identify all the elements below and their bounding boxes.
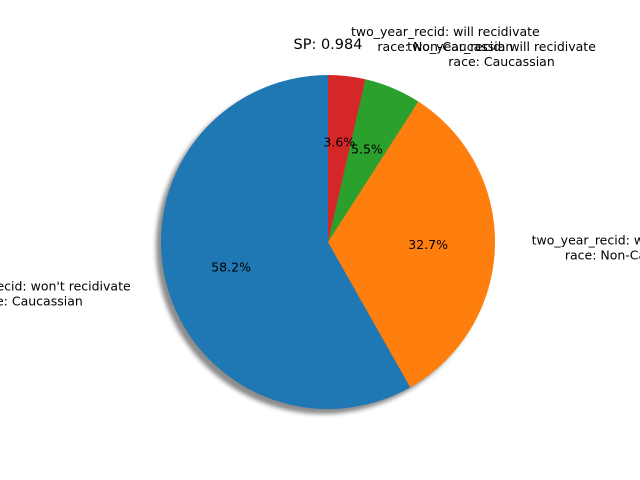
pie-percent-label-4: 3.6% (323, 134, 355, 149)
pie-slice-label-4: two_year_recid: will recidivate race: Non… (351, 24, 540, 54)
pie-slice-1 (161, 75, 411, 409)
pie-slice-2 (328, 101, 495, 388)
chart-title: SP: 0.984 (294, 37, 363, 53)
pie-slice-label-line: two_year_recid: won't recidivate (532, 232, 640, 247)
pie-percent-label-2: 32.7% (408, 237, 448, 252)
pie-slice-label-line: race: Non-Caucassian (377, 39, 513, 54)
pie-slice-4 (328, 75, 366, 242)
pie-slice-label-line: two_year_recid: will recidivate (407, 39, 596, 54)
pie-slice-label-line: race: Caucassian (448, 54, 554, 69)
pie-percent-label-3: 5.5% (351, 142, 383, 157)
pie-slice-label-line: race: Caucassian (0, 293, 83, 308)
pie-percent-labels: 58.2% 32.7% 5.5%3.6% (211, 134, 448, 274)
pie-slice-label-line: two_year_recid: won't recidivate (0, 278, 131, 293)
pie-slice-label-3: two_year_recid: will recidivate race: Cau… (407, 39, 596, 69)
pie-slice-label-line: race: Non-Caucassian (565, 247, 640, 262)
pie-percent-label-1: 58.2% (211, 260, 251, 275)
pie-slice-3 (328, 79, 419, 242)
pie-slices (161, 75, 495, 409)
pie-slice-label-line: two_year_recid: will recidivate (351, 24, 540, 39)
